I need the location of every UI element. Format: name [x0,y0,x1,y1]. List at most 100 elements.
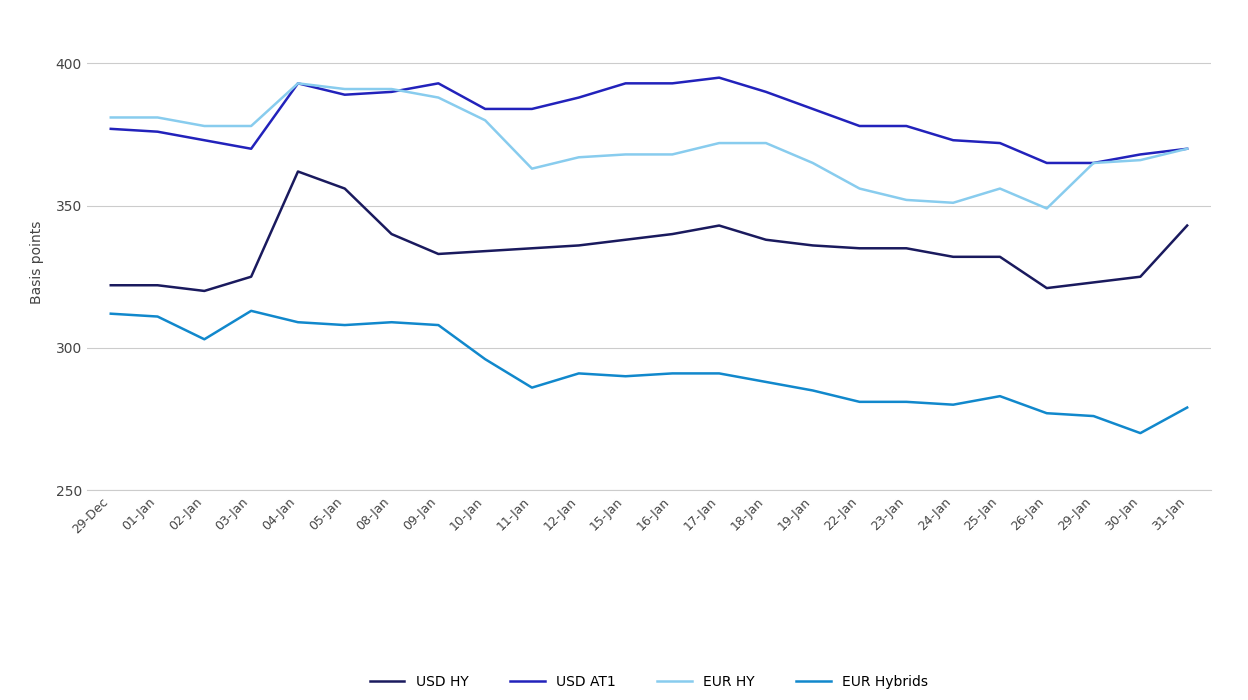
EUR Hybrids [104,309,119,318]
Line: USD HY: USD HY [111,172,1187,291]
USD AT1 [711,74,726,82]
USD HY [852,244,867,253]
Line: USD AT1: USD AT1 [111,78,1187,163]
EUR Hybrids [572,369,587,377]
Line: EUR Hybrids: EUR Hybrids [111,311,1187,433]
USD AT1 [1040,159,1055,167]
EUR Hybrids [759,378,774,386]
EUR HY [291,79,306,88]
USD AT1 [524,105,539,113]
USD AT1 [104,125,119,133]
USD HY [1133,272,1148,281]
USD AT1 [243,145,258,153]
Legend: USD HY, USD AT1, EUR HY, EUR Hybrids: USD HY, USD AT1, EUR HY, EUR Hybrids [364,670,934,695]
EUR Hybrids [852,398,867,406]
EUR HY [478,116,493,125]
USD HY [1086,278,1101,286]
EUR HY [992,184,1007,192]
EUR Hybrids [711,369,726,377]
USD HY [665,230,680,238]
EUR Hybrids [150,312,165,321]
EUR Hybrids [946,400,961,409]
EUR HY [243,122,258,130]
USD HY [243,272,258,281]
EUR HY [759,139,774,147]
USD AT1 [197,136,212,144]
EUR HY [572,153,587,162]
EUR HY [384,85,399,93]
EUR Hybrids [1179,403,1194,412]
USD AT1 [805,105,820,113]
USD HY [618,235,633,244]
EUR HY [805,159,820,167]
EUR Hybrids [665,369,680,377]
EUR HY [946,199,961,207]
USD HY [478,247,493,256]
EUR Hybrids [618,372,633,381]
EUR Hybrids [478,355,493,363]
USD AT1 [899,122,914,130]
EUR HY [665,150,680,159]
EUR Hybrids [431,321,446,329]
USD AT1 [1179,145,1194,153]
USD AT1 [150,127,165,136]
USD HY [431,250,446,258]
EUR HY [711,139,726,147]
USD AT1 [1133,150,1148,159]
USD HY [759,235,774,244]
USD HY [992,253,1007,261]
EUR Hybrids [899,398,914,406]
EUR Hybrids [805,386,820,395]
EUR Hybrids [243,307,258,315]
USD AT1 [852,122,867,130]
USD HY [946,253,961,261]
EUR HY [104,113,119,122]
USD AT1 [291,79,306,88]
EUR Hybrids [1133,429,1148,438]
EUR Hybrids [384,318,399,326]
USD HY [384,230,399,238]
Line: EUR HY: EUR HY [111,83,1187,209]
USD AT1 [572,93,587,102]
USD AT1 [759,88,774,96]
USD AT1 [1086,159,1101,167]
EUR Hybrids [291,318,306,326]
USD HY [291,167,306,176]
USD HY [104,281,119,290]
EUR HY [899,196,914,204]
EUR Hybrids [1040,409,1055,417]
USD HY [572,241,587,250]
USD AT1 [992,139,1007,147]
USD HY [197,287,212,295]
EUR HY [852,184,867,192]
EUR HY [1086,159,1101,167]
EUR HY [618,150,633,159]
EUR HY [1133,156,1148,164]
USD AT1 [946,136,961,144]
EUR HY [524,164,539,173]
USD AT1 [384,88,399,96]
USD HY [524,244,539,253]
Y-axis label: Basis points: Basis points [30,220,45,304]
EUR HY [431,93,446,102]
USD HY [711,221,726,230]
EUR HY [150,113,165,122]
USD AT1 [618,79,633,88]
USD HY [150,281,165,290]
EUR Hybrids [524,384,539,392]
USD HY [899,244,914,253]
EUR HY [1040,204,1055,213]
USD AT1 [431,79,446,88]
USD HY [1040,284,1055,293]
EUR HY [1179,145,1194,153]
USD HY [337,184,352,192]
EUR Hybrids [337,321,352,329]
EUR Hybrids [197,335,212,344]
USD HY [805,241,820,250]
EUR HY [197,122,212,130]
USD AT1 [665,79,680,88]
EUR HY [337,85,352,93]
USD AT1 [478,105,493,113]
USD AT1 [337,90,352,99]
EUR Hybrids [992,392,1007,400]
